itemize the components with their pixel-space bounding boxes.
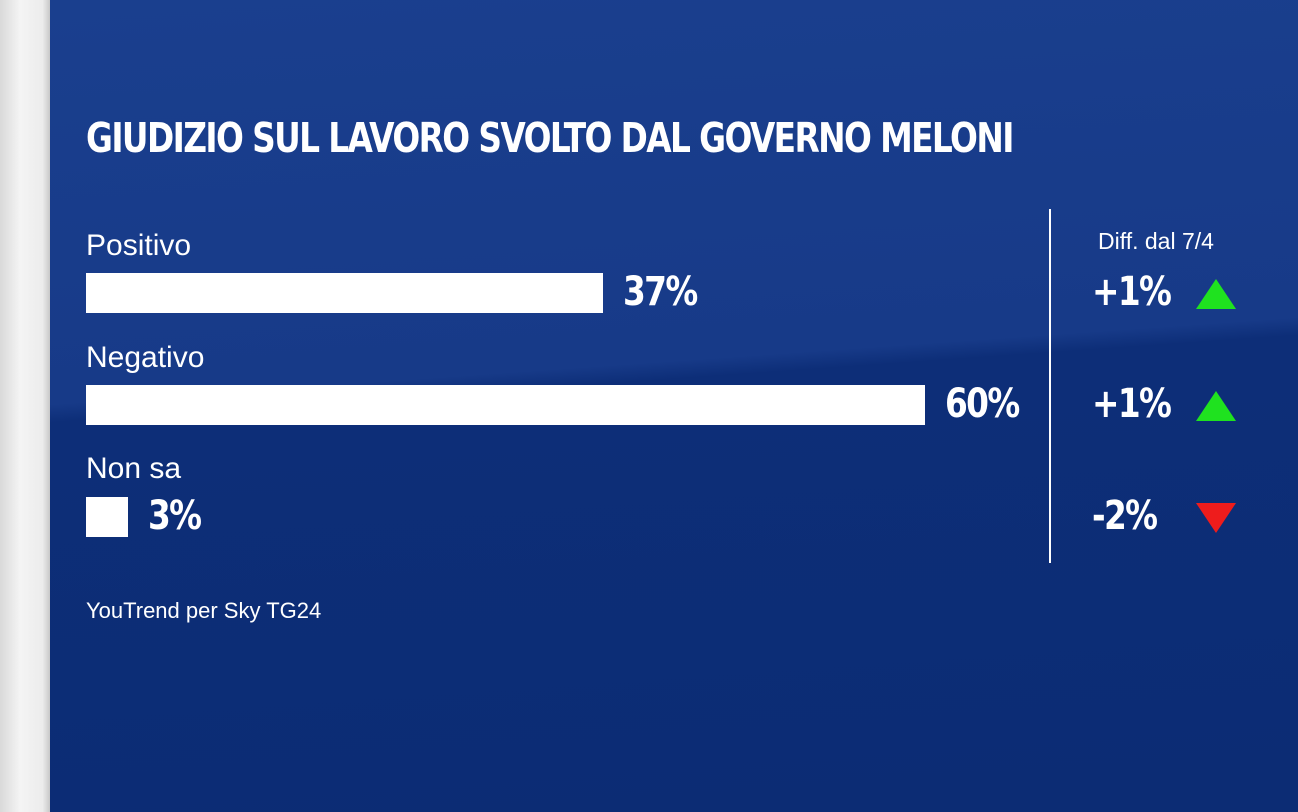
- value-label: 3%: [148, 493, 202, 539]
- left-edge-strip: [0, 0, 50, 812]
- category-label: Negativo: [86, 341, 205, 374]
- triangle-down-icon: [1196, 503, 1236, 533]
- diff-value: -2%: [1092, 493, 1158, 539]
- triangle-up-icon: [1196, 391, 1236, 421]
- bar: [86, 497, 128, 537]
- diff-value: +1%: [1092, 381, 1172, 427]
- bar: [86, 385, 925, 425]
- diff-header: Diff. dal 7/4: [1098, 228, 1214, 254]
- category-label: Positivo: [86, 229, 192, 262]
- bar: [86, 273, 603, 313]
- chart-title: GIUDIZIO SUL LAVORO SVOLTO DAL GOVERNO M…: [86, 114, 1014, 162]
- triangle-up-icon: [1196, 279, 1236, 309]
- diff-value: +1%: [1092, 269, 1172, 315]
- value-label: 60%: [945, 381, 1020, 427]
- category-label: Non sa: [86, 452, 182, 485]
- divider-line: [1049, 209, 1051, 563]
- source-note: YouTrend per Sky TG24: [86, 598, 322, 623]
- value-label: 37%: [623, 269, 698, 315]
